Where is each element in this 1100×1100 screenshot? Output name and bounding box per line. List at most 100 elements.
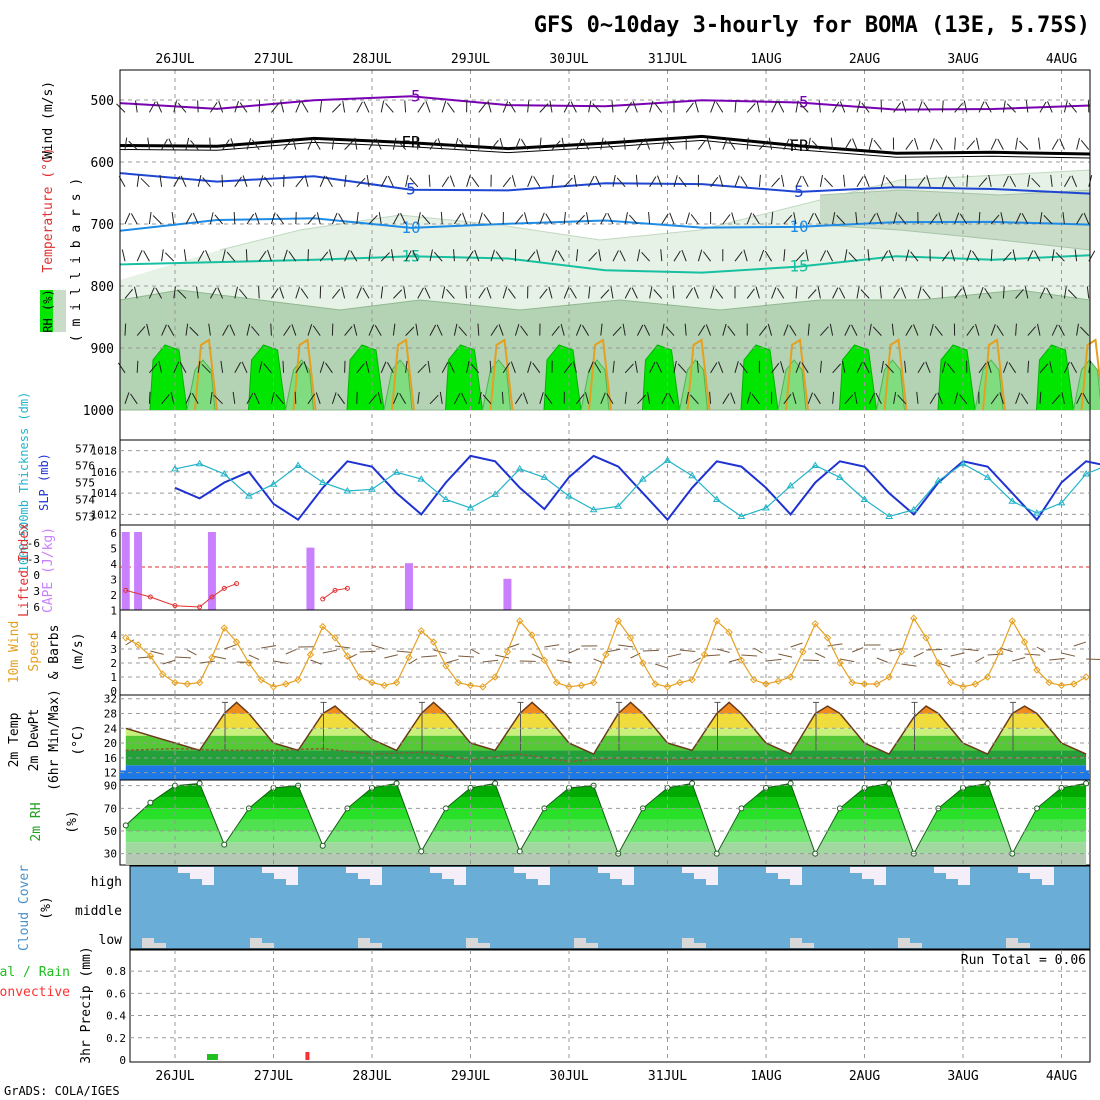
wind-speed-point: [1057, 681, 1066, 690]
wind-barb-10m: [926, 648, 943, 651]
wind-barb: [502, 177, 511, 188]
wind-barb: [377, 392, 382, 404]
wind-barb: [637, 394, 646, 405]
wind-speed-point: [552, 678, 561, 687]
cloud-high-gap: [274, 867, 286, 879]
cloud-high-gap: [430, 867, 442, 873]
date-label-bottom: 2AUG: [849, 1069, 880, 1084]
rh-green-column-light: [777, 359, 807, 411]
temp-band: [125, 735, 1087, 751]
wind-barb: [152, 215, 162, 225]
wind-barb: [624, 101, 632, 113]
wind-barb: [185, 137, 190, 150]
wind-barb: [842, 360, 846, 373]
wind-barb: [246, 323, 251, 336]
wind-barb: [783, 393, 792, 405]
wind-barb: [292, 137, 297, 150]
wind-barb: [179, 362, 187, 374]
wind-barb: [607, 212, 614, 225]
wind-barb: [128, 140, 138, 150]
wind-barb: [374, 324, 382, 336]
wind-barb: [263, 363, 272, 374]
wind-barb: [486, 286, 492, 299]
wind-barb: [380, 252, 390, 262]
wind-barb: [511, 175, 516, 187]
wind-barb: [636, 324, 644, 336]
cloud-low-bar: [478, 943, 490, 948]
wind-speed-point: [183, 680, 192, 688]
thickness-point: [466, 504, 475, 511]
wind-barb: [490, 325, 498, 336]
wind-barb: [527, 361, 532, 373]
wind-barb: [1051, 138, 1059, 150]
wind-barb: [673, 175, 678, 187]
wind-barb: [183, 249, 187, 262]
wind-speed-point: [171, 678, 179, 687]
wind-barb: [557, 250, 565, 262]
wind-barb: [722, 323, 727, 336]
wind-barb: [427, 360, 431, 373]
wind-barb: [332, 288, 341, 299]
wind-barb: [996, 325, 1004, 336]
wind-barb: [959, 213, 968, 225]
cloud-high-gap: [286, 867, 298, 885]
thickness-point: [663, 456, 672, 463]
wind-barb: [681, 249, 687, 262]
wind-barb: [572, 361, 577, 373]
wind-barb: [795, 286, 798, 299]
wind-barb: [1021, 213, 1029, 225]
wind-barb: [136, 360, 139, 373]
wind-barb: [246, 213, 255, 225]
wind-barb: [294, 391, 297, 404]
precip-total-label: Total / Rain: [0, 965, 70, 980]
wind-barb: [678, 176, 687, 188]
wind-barb: [978, 211, 981, 225]
wind-barb: [648, 212, 651, 225]
wind-barb: [403, 286, 407, 299]
cloud-high-gap: [190, 867, 202, 879]
wind-barb: [673, 250, 681, 262]
wind-barb: [718, 361, 724, 373]
wind-barb: [1031, 177, 1041, 188]
wind-barb: [600, 213, 607, 225]
wind-barb: [242, 175, 248, 187]
wind-barb: [466, 360, 470, 373]
wind-barb: [356, 363, 365, 374]
wind-barb: [253, 392, 260, 405]
wind-barb: [344, 325, 353, 336]
wind-barb: [1002, 361, 1008, 373]
rh-band: [125, 853, 1087, 865]
thickness-point: [786, 481, 795, 489]
rh-orange-contour: [785, 338, 809, 411]
wind-speed-point: [602, 650, 610, 659]
thickness-point: [762, 504, 770, 511]
wind-barb-10m: [568, 648, 580, 654]
wind-barb: [560, 323, 565, 336]
wind-barb: [954, 288, 963, 299]
wind-barb: [344, 140, 354, 150]
wind-barb-10m: [901, 663, 917, 667]
wind-barb: [291, 324, 297, 336]
date-label-bottom: 3AUG: [947, 1069, 978, 1084]
cape-li-panel: -6 -3 0 3 6 6 5 4 3 2 1 Lifted Index CAPE (J/kg): [17, 523, 1091, 618]
rh-point: [1083, 780, 1090, 787]
wind-barb: [551, 140, 561, 150]
cloud-high-gap: [1042, 867, 1054, 885]
wind-barb: [644, 138, 651, 150]
wind-barb: [893, 287, 901, 299]
wind-barb: [793, 212, 797, 225]
wind-barb-10m: [224, 644, 236, 650]
wind-barb: [893, 212, 898, 225]
wind-barb: [391, 249, 394, 262]
thickness-point: [417, 475, 426, 482]
wind-barb: [624, 391, 627, 404]
rh-orange-contour: [391, 338, 415, 411]
wind-barb-10m: [1073, 641, 1087, 647]
rh2m-tick: 50: [104, 825, 117, 838]
rh-green-column: [1036, 344, 1074, 411]
wind-barb: [368, 215, 378, 225]
wind-barb: [829, 323, 834, 336]
wind-barb-10m: [371, 644, 385, 650]
